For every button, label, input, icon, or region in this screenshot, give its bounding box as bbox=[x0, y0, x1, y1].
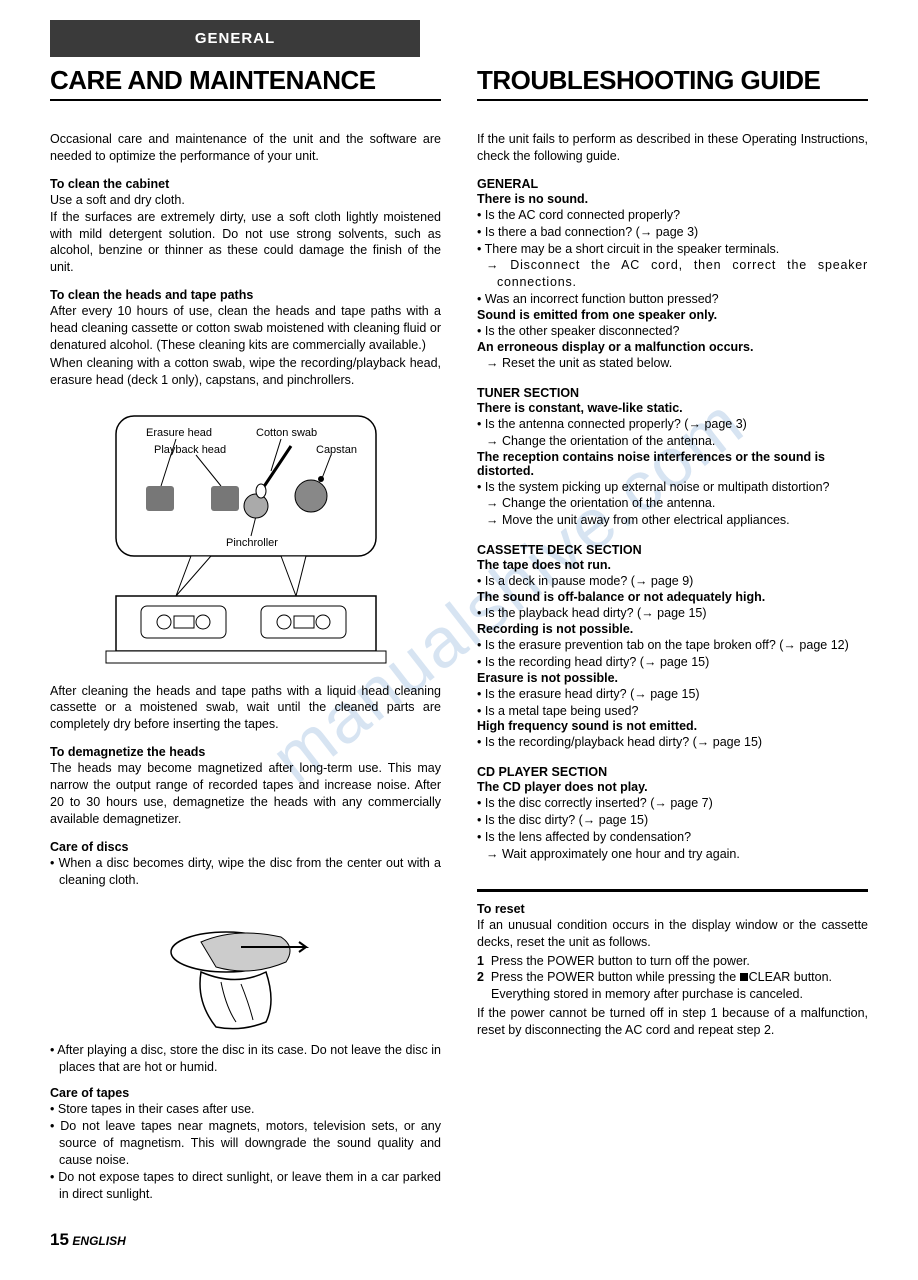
nosound-b2: Is there a bad connection? (→ page 3) bbox=[477, 224, 868, 241]
tapes-bullet-2: Do not leave tapes near magnets, motors,… bbox=[50, 1118, 441, 1169]
cd-b3: Is the lens affected by condensation? bbox=[477, 829, 868, 846]
right-column: TROUBLESHOOTING GUIDE If the unit fails … bbox=[477, 65, 868, 1212]
tapes-bullet-1: Store tapes in their cases after use. bbox=[50, 1101, 441, 1118]
clean-cabinet-line1: Use a soft and dry cloth. bbox=[50, 192, 441, 209]
nosound-b4: Was an incorrect function button pressed… bbox=[477, 291, 868, 308]
page-footer: 15 ENGLISH bbox=[50, 1230, 868, 1250]
left-column: CARE AND MAINTENANCE Occasional care and… bbox=[50, 65, 441, 1212]
recnoise-arrow-2: Move the unit away from other electrical… bbox=[477, 512, 868, 529]
care-title: CARE AND MAINTENANCE bbox=[50, 65, 441, 96]
discs-bullet-2: After playing a disc, store the disc in … bbox=[50, 1042, 441, 1076]
reset-intro: If an unusual condition occurs in the di… bbox=[477, 917, 868, 951]
erasenot-b2: Is a metal tape being used? bbox=[477, 703, 868, 720]
clean-heads-heading: To clean the heads and tape paths bbox=[50, 288, 441, 302]
discs-bullet-1: When a disc becomes dirty, wipe the disc… bbox=[50, 855, 441, 889]
cdnoplay-heading: The CD player does not play. bbox=[477, 780, 868, 794]
erron-arrow-1: Reset the unit as stated below. bbox=[477, 355, 868, 372]
reset-step-2: 2 Press the POWER button while pressing … bbox=[477, 969, 868, 986]
clean-cabinet-heading: To clean the cabinet bbox=[50, 177, 441, 191]
tape-norun-b1: Is a deck in pause mode? (→ page 9) bbox=[477, 573, 868, 590]
cd-b2: Is the disc dirty? (→ page 15) bbox=[477, 812, 868, 829]
header-tab: GENERAL bbox=[50, 20, 420, 57]
ts-intro: If the unit fails to perform as describe… bbox=[477, 131, 868, 165]
offbal-b1: Is the playback head dirty? (→ page 15) bbox=[477, 605, 868, 622]
cd-arrow-1: Wait approximately one hour and try agai… bbox=[477, 846, 868, 863]
title-rule-2 bbox=[477, 99, 868, 101]
recnoise-b1: Is the system picking up external noise … bbox=[477, 479, 868, 496]
label-playback: Playback head bbox=[154, 444, 226, 456]
recnot-b2: Is the recording head dirty? (→ page 15) bbox=[477, 654, 868, 671]
label-erasure: Erasure head bbox=[146, 427, 212, 439]
troubleshoot-title: TROUBLESHOOTING GUIDE bbox=[477, 65, 868, 96]
erasenot-heading: Erasure is not possible. bbox=[477, 671, 868, 685]
tuner-section-heading: TUNER SECTION bbox=[477, 386, 868, 400]
clean-cabinet-para: If the surfaces are extremely dirty, use… bbox=[50, 209, 441, 277]
clean-heads-p3: After cleaning the heads and tape paths … bbox=[50, 683, 441, 734]
erroneous-heading: An erroneous display or a malfunction oc… bbox=[477, 340, 868, 354]
demag-heading: To demagnetize the heads bbox=[50, 745, 441, 759]
erasenot-b1: Is the erasure head dirty? (→ page 15) bbox=[477, 686, 868, 703]
static-arrow-1: Change the orientation of the antenna. bbox=[477, 433, 868, 450]
intro-text: Occasional care and maintenance of the u… bbox=[50, 131, 441, 165]
hifreq-b1: Is the recording/playback head dirty? (→… bbox=[477, 734, 868, 751]
offbalance-heading: The sound is off-balance or not adequate… bbox=[477, 590, 868, 604]
page-language: ENGLISH bbox=[72, 1234, 125, 1248]
tapes-bullet-3: Do not expose tapes to direct sunlight, … bbox=[50, 1169, 441, 1203]
clean-heads-p2: When cleaning with a cotton swab, wipe t… bbox=[50, 355, 441, 389]
static-b1: Is the antenna connected properly? (→ pa… bbox=[477, 416, 868, 433]
reset-step-2-note: Everything stored in memory after purcha… bbox=[477, 986, 868, 1003]
onespeaker-heading: Sound is emitted from one speaker only. bbox=[477, 308, 868, 322]
discs-heading: Care of discs bbox=[50, 840, 441, 854]
cassette-section-heading: CASSETTE DECK SECTION bbox=[477, 543, 868, 557]
cd-section-heading: CD PLAYER SECTION bbox=[477, 765, 868, 779]
tapes-heading: Care of tapes bbox=[50, 1086, 441, 1100]
reset-divider bbox=[477, 889, 868, 892]
label-capstan: Capstan bbox=[316, 444, 357, 456]
cd-b1: Is the disc correctly inserted? (→ page … bbox=[477, 795, 868, 812]
recnot-b1: Is the erasure prevention tab on the tap… bbox=[477, 637, 868, 654]
general-section-heading: GENERAL bbox=[477, 177, 868, 191]
reset-fallback: If the power cannot be turned off in ste… bbox=[477, 1005, 868, 1039]
static-heading: There is constant, wave-like static. bbox=[477, 401, 868, 415]
page-number: 15 bbox=[50, 1230, 69, 1249]
nosound-arrow-1: Disconnect the AC cord, then correct the… bbox=[477, 257, 868, 291]
recnot-heading: Recording is not possible. bbox=[477, 622, 868, 636]
recnoise-arrow-1: Change the orientation of the antenna. bbox=[477, 495, 868, 512]
label-cotton: Cotton swab bbox=[256, 427, 317, 439]
clean-heads-p1: After every 10 hours of use, clean the h… bbox=[50, 303, 441, 354]
reset-heading: To reset bbox=[477, 902, 868, 916]
disc-cleaning-diagram bbox=[141, 892, 351, 1032]
cassette-diagram: Erasure head Cotton swab Playback head C… bbox=[96, 401, 396, 671]
title-rule bbox=[50, 99, 441, 101]
reset-step-1: 1 Press the POWER button to turn off the… bbox=[477, 953, 868, 970]
demag-para: The heads may become magnetized after lo… bbox=[50, 760, 441, 828]
nosound-heading: There is no sound. bbox=[477, 192, 868, 206]
recnoise-heading: The reception contains noise interferenc… bbox=[477, 450, 868, 478]
tape-norun-heading: The tape does not run. bbox=[477, 558, 868, 572]
nosound-b3: There may be a short circuit in the spea… bbox=[477, 241, 868, 258]
stop-icon bbox=[740, 973, 748, 981]
hifreq-heading: High frequency sound is not emitted. bbox=[477, 719, 868, 733]
nosound-b1: Is the AC cord connected properly? bbox=[477, 207, 868, 224]
label-pinch: Pinchroller bbox=[226, 537, 278, 549]
onespeaker-b1: Is the other speaker disconnected? bbox=[477, 323, 868, 340]
